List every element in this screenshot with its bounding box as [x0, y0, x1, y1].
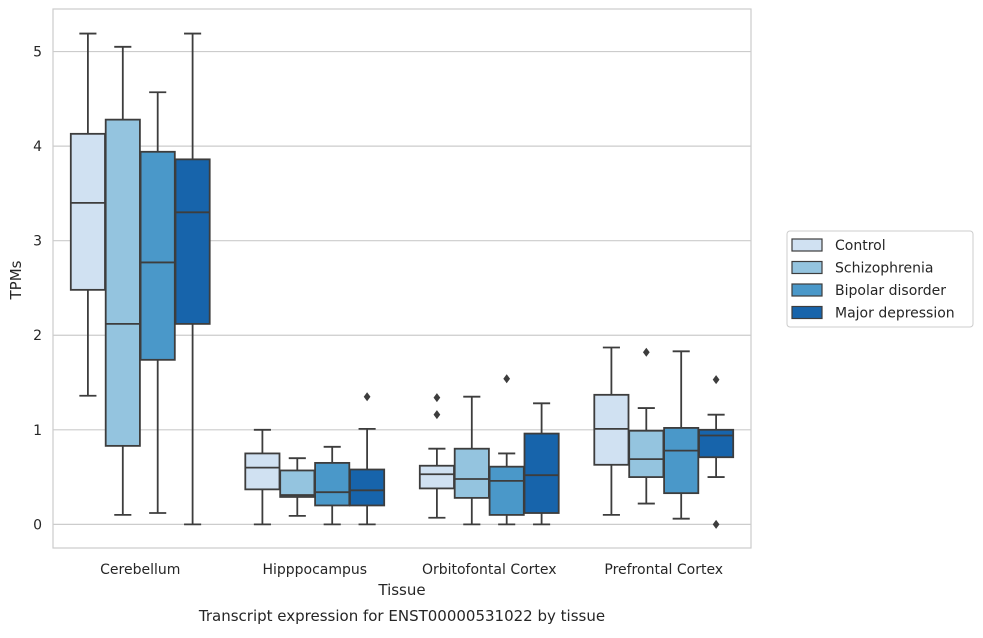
box-group — [349, 392, 386, 526]
legend-label: Control — [835, 238, 886, 254]
box-iqr — [523, 432, 560, 514]
y-axis-ticks: 0 1 2 3 4 5 — [33, 45, 42, 534]
y-tick-label: 3 — [33, 234, 42, 250]
x-axis-label: Tissue — [377, 581, 425, 599]
outlier-point — [642, 347, 650, 357]
x-tick-label: Orbitofontal Cortex — [422, 562, 557, 578]
box-iqr — [69, 132, 106, 291]
legend-swatch — [791, 305, 823, 320]
box-group — [523, 402, 560, 526]
box-groups — [69, 32, 735, 529]
box-iqr — [488, 465, 525, 516]
box-group — [139, 91, 176, 514]
plot-frame — [52, 8, 752, 549]
outlier-point — [363, 392, 371, 402]
box-iqr — [279, 469, 316, 498]
x-axis-ticks: Cerebellum Hipppocampus Orbitofontal Corte… — [100, 562, 723, 578]
legend-frame — [786, 230, 974, 328]
y-tick-label: 0 — [33, 517, 42, 533]
box-group — [663, 350, 700, 520]
box-iqr — [104, 118, 141, 447]
box-iqr — [174, 158, 211, 325]
legend: Control Schizophrenia Bipolar disorder Majo… — [786, 230, 974, 328]
legend-swatch — [791, 283, 823, 297]
box-group — [69, 32, 106, 397]
x-tick-label: Prefrontal Cortex — [604, 562, 723, 578]
outlier-point — [433, 393, 441, 403]
box-iqr — [663, 427, 700, 495]
box-iqr — [453, 447, 490, 499]
legend-label: Major depression — [835, 306, 955, 322]
box-iqr — [628, 429, 665, 478]
legend-swatch — [791, 238, 823, 252]
y-tick-label: 2 — [33, 328, 42, 344]
y-axis-label: TPMs — [7, 260, 25, 300]
box-group — [104, 45, 141, 516]
figure-caption: Transcript expression for ENST0000053102… — [198, 607, 605, 625]
box-iqr — [349, 468, 386, 507]
box-iqr — [314, 461, 351, 507]
outlier-point — [712, 375, 720, 385]
legend-label: Bipolar disorder — [835, 283, 946, 299]
box-group — [279, 457, 316, 517]
x-tick-label: Hipppocampus — [262, 562, 367, 578]
box-iqr — [139, 150, 176, 361]
outlier-point — [433, 410, 441, 420]
box-group — [314, 445, 351, 526]
y-tick-label: 1 — [33, 423, 42, 439]
box-group — [698, 375, 735, 529]
box-iqr — [244, 452, 281, 491]
outlier-point — [503, 374, 511, 384]
box-group — [453, 395, 490, 526]
box-group — [628, 347, 665, 505]
box-group — [418, 393, 455, 519]
legend-items: Control Schizophrenia Bipolar disorder Majo… — [791, 238, 955, 322]
outlier-point — [712, 519, 720, 529]
box-group — [488, 374, 525, 526]
box-iqr — [593, 393, 630, 466]
y-tick-label: 5 — [33, 45, 42, 61]
box-iqr — [418, 464, 455, 490]
legend-swatch — [791, 260, 823, 275]
box-iqr — [698, 428, 735, 459]
box-group — [174, 32, 211, 526]
box-group — [593, 346, 630, 516]
legend-label: Schizophrenia — [835, 261, 933, 277]
x-tick-label: Cerebellum — [100, 562, 180, 578]
box-group — [244, 428, 281, 526]
y-tick-label: 4 — [33, 139, 42, 155]
